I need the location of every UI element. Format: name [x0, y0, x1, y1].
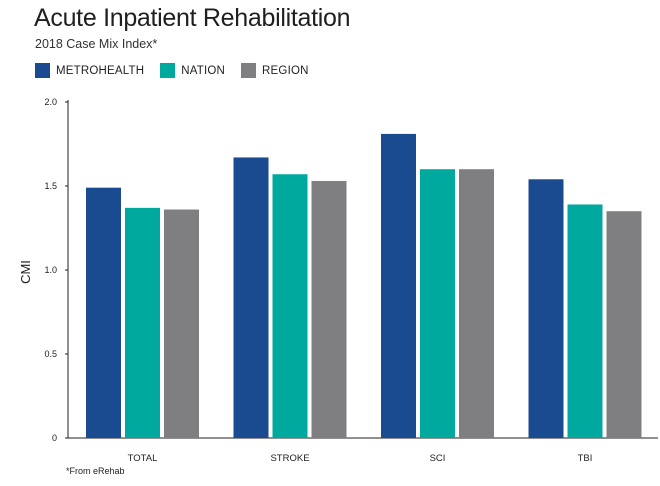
- legend-swatch-nation: [160, 63, 176, 78]
- legend-swatch-region: [241, 63, 257, 78]
- bar-stroke-metrohealth: [233, 157, 269, 438]
- x-tick-label-tbi: TBI: [578, 453, 593, 464]
- legend-item-metrohealth: METROHEALTH: [35, 63, 144, 78]
- legend: METROHEALTH NATION REGION: [35, 63, 325, 78]
- y-tick-label-3: 1.5: [44, 181, 57, 191]
- chart-subtitle: 2018 Case Mix Index*: [35, 37, 158, 51]
- legend-label-nation: NATION: [181, 64, 226, 77]
- y-tick-label-2: 1.0: [44, 265, 57, 275]
- footnote: *From eRehab: [66, 466, 125, 476]
- x-tick-label-stroke: STROKE: [270, 453, 309, 464]
- bar-total-nation: [125, 207, 160, 438]
- bar-sci-region: [459, 169, 494, 438]
- bar-stroke-nation: [272, 174, 308, 439]
- x-tick-label-sci: SCI: [430, 453, 446, 464]
- legend-swatch-metrohealth: [35, 63, 50, 78]
- chart-title: Acute Inpatient Rehabilitation: [34, 4, 351, 32]
- bar-sci-metrohealth: [381, 133, 416, 439]
- bar-stroke-region: [311, 180, 347, 438]
- bar-total-region: [164, 209, 199, 438]
- bar-tbi-region: [606, 211, 642, 438]
- bar-total-metrohealth: [86, 187, 121, 438]
- y-axis-title: CMI: [18, 260, 33, 284]
- y-tick-label-0: 0: [52, 433, 57, 443]
- legend-label-metrohealth: METROHEALTH: [56, 64, 145, 77]
- y-tick-label-1: 0.5: [44, 349, 57, 359]
- y-tick-label-4: 2.0: [44, 97, 57, 107]
- legend-label-region: REGION: [262, 64, 309, 77]
- bar-tbi-metrohealth: [528, 179, 564, 438]
- legend-item-nation: NATION: [160, 63, 225, 78]
- x-tick-label-total: TOTAL: [128, 453, 158, 464]
- bar-sci-nation: [420, 169, 455, 438]
- legend-item-region: REGION: [241, 63, 309, 78]
- bar-tbi-nation: [567, 204, 603, 438]
